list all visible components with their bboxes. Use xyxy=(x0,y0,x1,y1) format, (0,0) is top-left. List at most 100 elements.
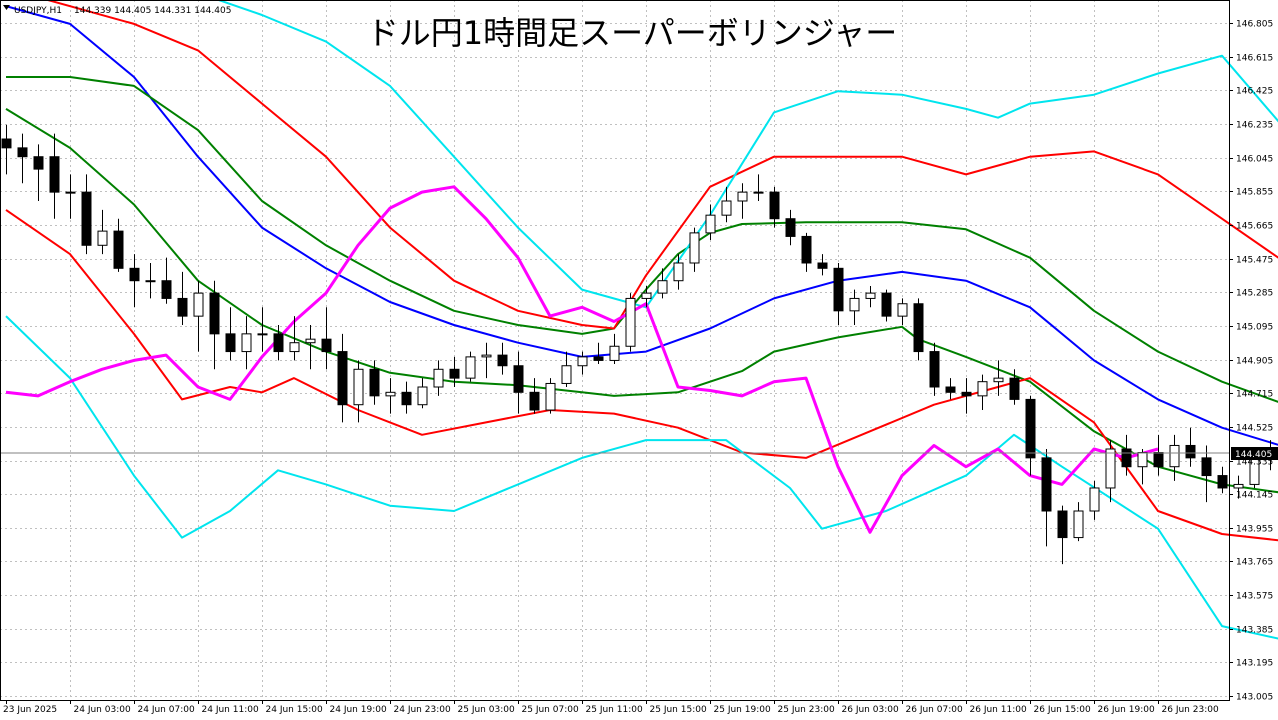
candle xyxy=(305,325,316,370)
x-tick-label: 26 Jun 03:00 xyxy=(842,705,899,715)
candle xyxy=(193,280,204,352)
candle-body xyxy=(641,292,652,299)
chart-title: ドル円1時間足スーパーボリンジャー xyxy=(367,14,897,52)
candle xyxy=(945,378,956,400)
candle xyxy=(1041,449,1052,547)
candle xyxy=(33,144,44,201)
candle xyxy=(689,227,700,272)
candle xyxy=(177,271,188,325)
candle-body xyxy=(1185,444,1196,459)
header-symbol: USDJPY,H1 xyxy=(14,6,62,16)
candle xyxy=(417,378,428,409)
candle xyxy=(129,254,140,308)
y-tick-label: 146.425 xyxy=(1236,87,1273,97)
series-line-lagging-span xyxy=(5,185,1159,534)
y-tick-label: 143.385 xyxy=(1236,626,1273,636)
candle xyxy=(1,124,12,175)
candle-body xyxy=(1025,398,1036,459)
candle xyxy=(161,257,172,304)
candle xyxy=(913,298,924,361)
candle xyxy=(1073,502,1084,542)
candle xyxy=(513,351,524,414)
candle xyxy=(769,186,780,228)
candle xyxy=(577,351,588,375)
candle xyxy=(897,298,908,325)
candle xyxy=(1089,480,1100,520)
candle xyxy=(1201,445,1212,503)
candle-body xyxy=(337,351,348,406)
x-tick-label: 25 Jun 03:00 xyxy=(458,705,515,715)
candle-body xyxy=(737,191,748,202)
x-tick-label: 25 Jun 11:00 xyxy=(586,705,643,715)
candle xyxy=(1185,427,1196,467)
x-tick-label: 25 Jun 15:00 xyxy=(650,705,707,715)
candle-body xyxy=(465,356,476,379)
candle xyxy=(1233,475,1244,499)
candle xyxy=(465,351,476,382)
candle xyxy=(737,183,748,219)
candle-body xyxy=(193,292,204,317)
candle-body xyxy=(33,156,44,170)
candle xyxy=(753,174,764,201)
candle xyxy=(1105,440,1116,503)
candle xyxy=(401,381,412,414)
candle-body xyxy=(897,303,908,317)
y-tick-label: 146.805 xyxy=(1236,20,1273,30)
candle-body xyxy=(705,214,716,234)
candle-body xyxy=(849,297,860,312)
y-tick-label: 143.955 xyxy=(1236,525,1273,535)
x-tick-label: 24 Jun 23:00 xyxy=(394,705,451,715)
candle xyxy=(97,209,108,255)
candle-body xyxy=(1105,448,1116,489)
candle-body xyxy=(273,333,284,353)
candle-body xyxy=(1121,448,1132,468)
candle-body xyxy=(369,368,380,397)
candle xyxy=(209,280,220,370)
candle xyxy=(481,342,492,379)
y-tick-label: 144.145 xyxy=(1236,491,1273,501)
x-tick-label: 26 Jun 07:00 xyxy=(906,705,963,715)
candle xyxy=(721,186,732,223)
candle-body xyxy=(401,391,412,406)
time-axis: 23 Jun 2025 24 Jun 03:00 24 Jun 07:00 24 Ju… xyxy=(3,700,1219,715)
candle xyxy=(705,204,716,240)
header-arrow-icon xyxy=(3,5,10,10)
candle-body xyxy=(673,262,684,282)
candle xyxy=(1057,505,1068,565)
candle xyxy=(1025,395,1036,476)
candle-body xyxy=(1153,452,1164,468)
candle-body xyxy=(49,156,60,193)
candle xyxy=(225,307,236,361)
candle-body xyxy=(753,191,764,194)
candle xyxy=(433,360,444,396)
candle xyxy=(65,174,76,219)
candle-body xyxy=(417,386,428,406)
candle xyxy=(881,289,892,322)
y-tick-label: 144.715 xyxy=(1236,390,1273,400)
candle xyxy=(785,209,796,246)
candle-body xyxy=(1057,510,1068,539)
candle-body xyxy=(321,338,332,353)
candle xyxy=(497,342,508,375)
candle xyxy=(241,316,252,370)
current-price-label: 144.405 xyxy=(1235,450,1272,460)
candle-body xyxy=(1137,452,1148,468)
candle-body xyxy=(1009,377,1020,400)
series-line-sma xyxy=(5,5,1278,446)
candle-body xyxy=(833,267,844,312)
current-price-tag xyxy=(1231,447,1278,460)
candle-body xyxy=(145,280,156,283)
candle-body xyxy=(785,218,796,237)
candle-body xyxy=(865,292,876,299)
candle xyxy=(49,133,60,219)
y-tick-label: 145.475 xyxy=(1236,256,1273,266)
x-tick-label: 24 Jun 15:00 xyxy=(266,705,323,715)
candle-body xyxy=(113,230,124,269)
candle-body xyxy=(593,356,604,361)
candle-body xyxy=(977,381,988,397)
candle xyxy=(593,342,604,364)
candle-body xyxy=(545,382,556,411)
chart-frame xyxy=(0,0,1230,701)
candle-body xyxy=(97,230,108,246)
